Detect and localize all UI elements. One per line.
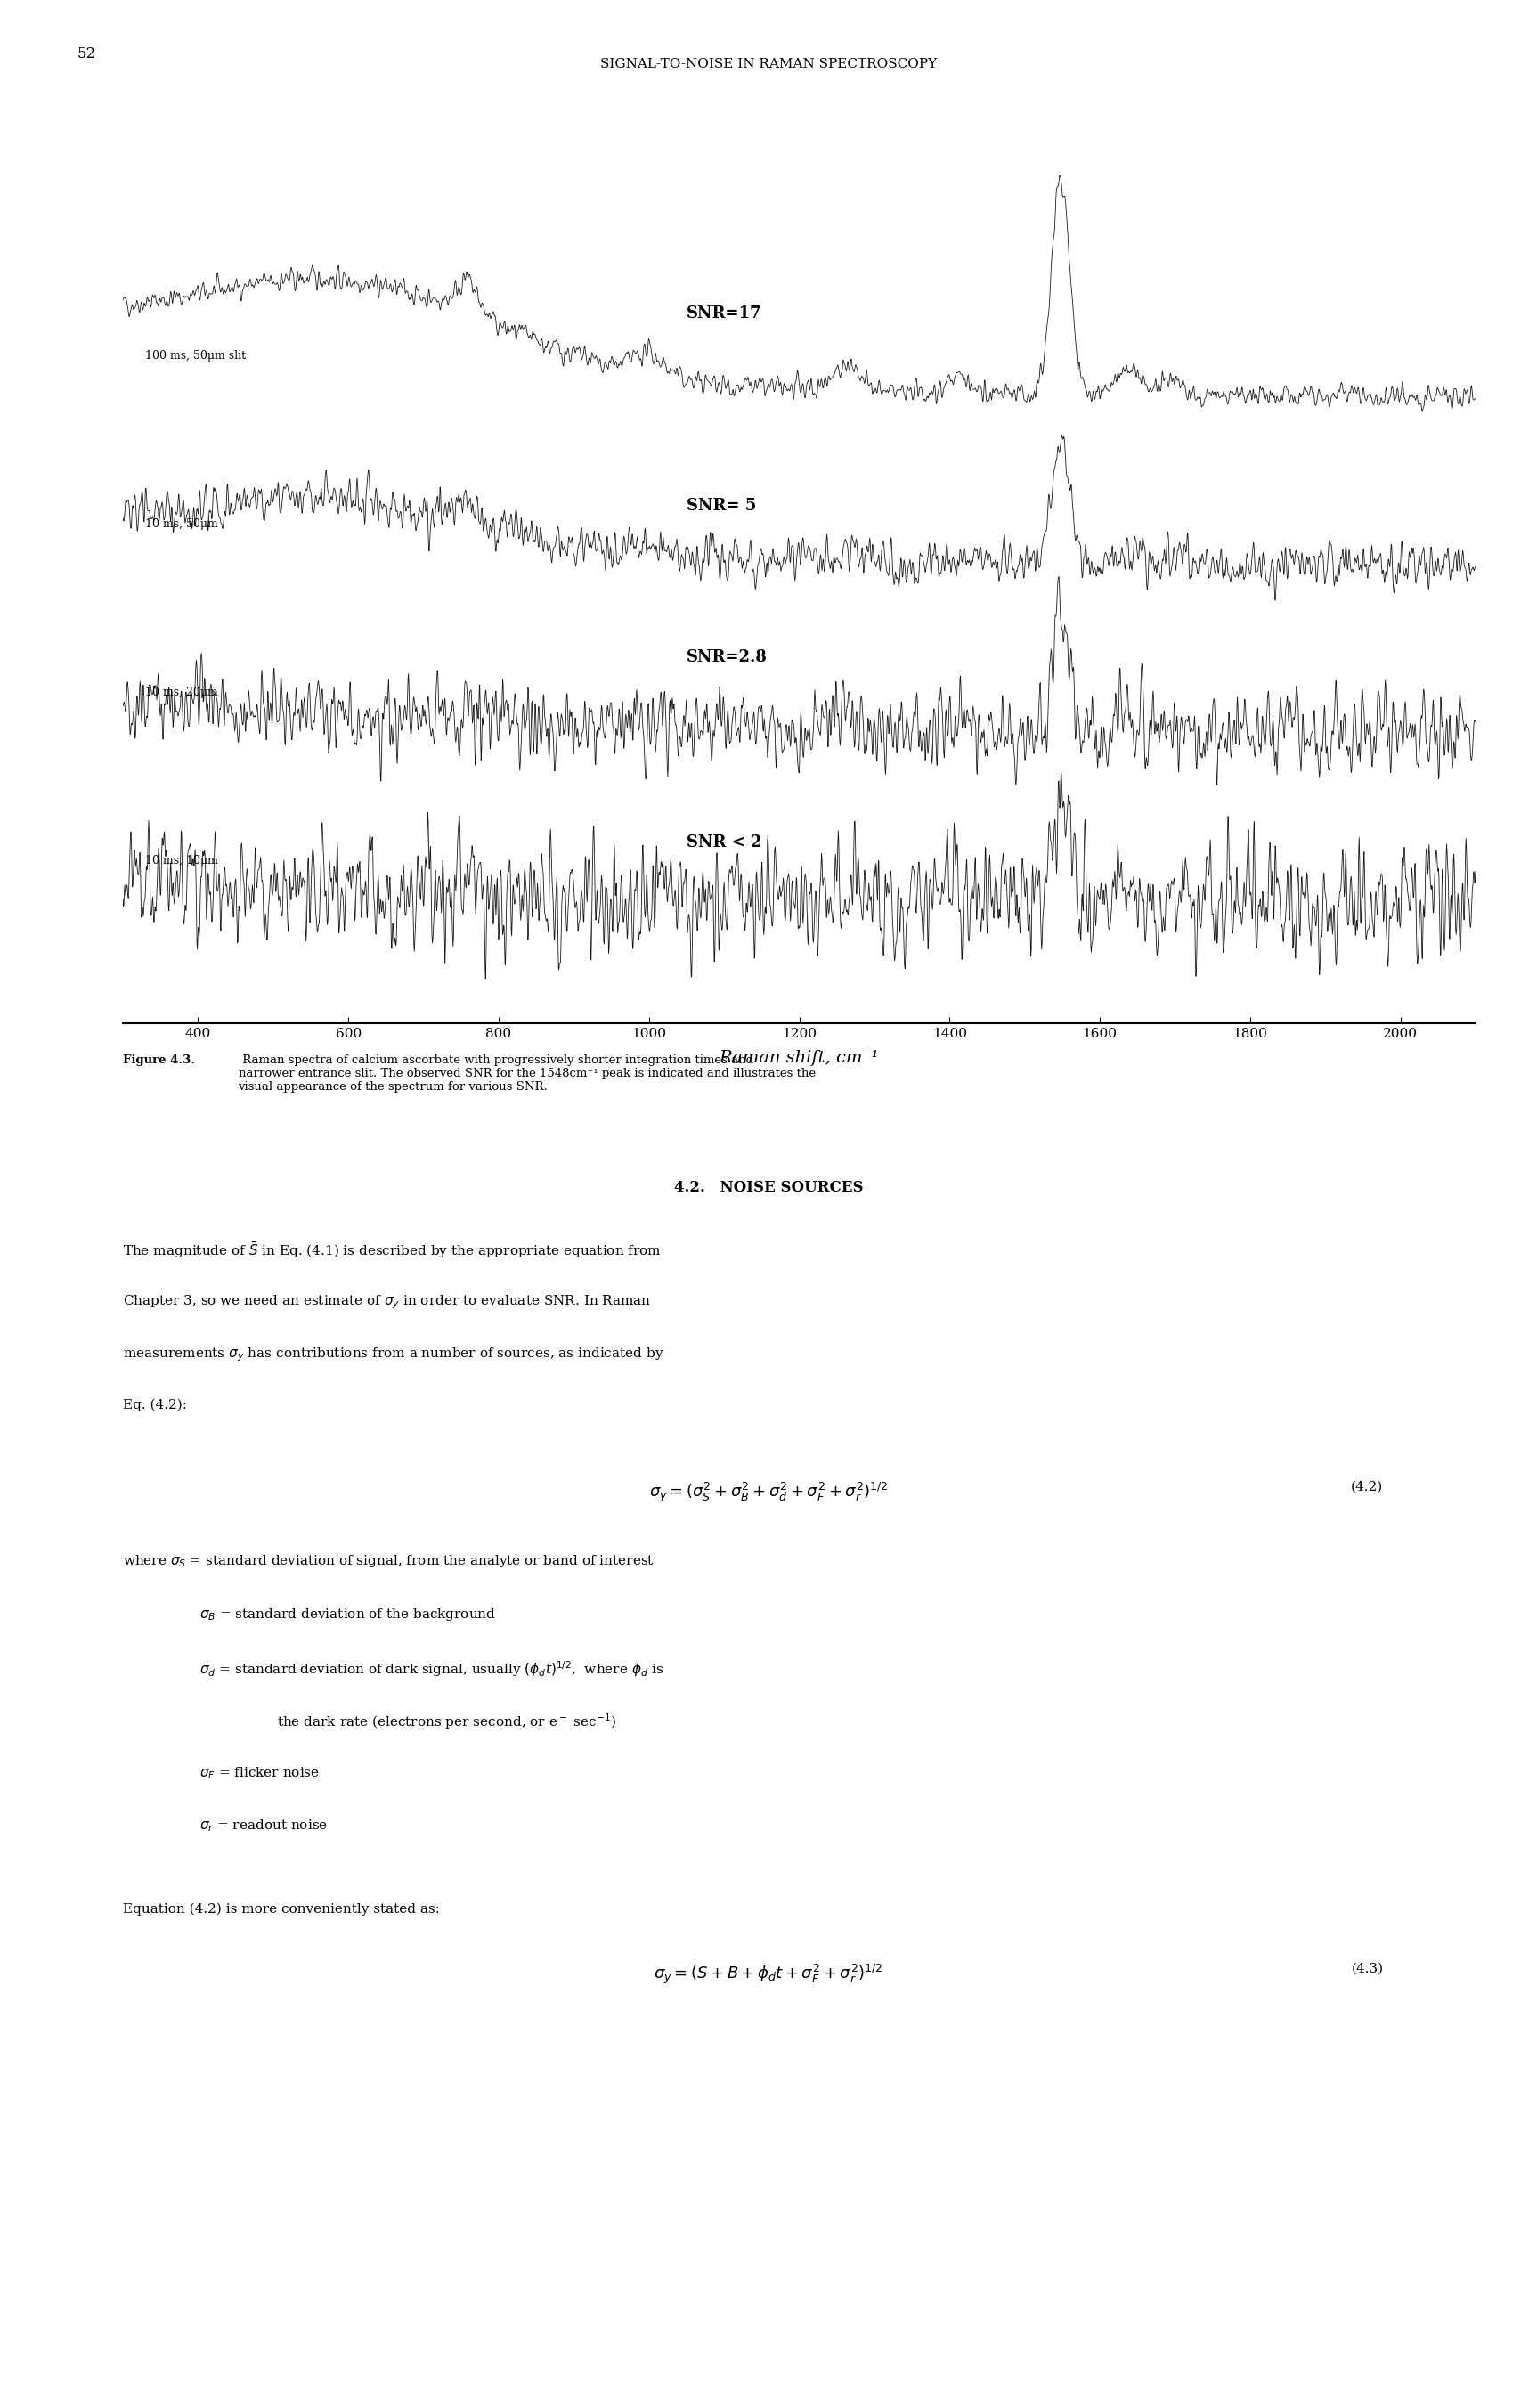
Text: 4.2. NOISE SOURCES: 4.2. NOISE SOURCES — [673, 1180, 864, 1194]
Text: SNR= 5: SNR= 5 — [687, 498, 756, 513]
Text: $\sigma_r$ = readout noise: $\sigma_r$ = readout noise — [200, 1818, 327, 1835]
Text: Eq. (4.2):: Eq. (4.2): — [123, 1399, 188, 1411]
Text: (4.2): (4.2) — [1351, 1481, 1383, 1493]
Text: measurements $\sigma_y$ has contributions from a number of sources, as indicated: measurements $\sigma_y$ has contribution… — [123, 1346, 664, 1363]
Text: The magnitude of $\bar{S}$ in Eq. (4.1) is described by the appropriate equation: The magnitude of $\bar{S}$ in Eq. (4.1) … — [123, 1240, 661, 1259]
Text: SNR < 2: SNR < 2 — [687, 836, 762, 850]
Text: $\sigma_F$ = flicker noise: $\sigma_F$ = flicker noise — [200, 1765, 320, 1782]
Text: $\sigma_B$ = standard deviation of the background: $\sigma_B$ = standard deviation of the b… — [200, 1606, 496, 1623]
Text: SIGNAL-TO-NOISE IN RAMAN SPECTROSCOPY: SIGNAL-TO-NOISE IN RAMAN SPECTROSCOPY — [599, 58, 938, 70]
Text: the dark rate (electrons per second, or e$^-$ sec$^{-1}$): the dark rate (electrons per second, or … — [277, 1712, 616, 1731]
Text: 52: 52 — [77, 46, 95, 60]
X-axis label: Raman shift, cm⁻¹: Raman shift, cm⁻¹ — [719, 1050, 879, 1067]
Text: 10 ms, 50μm: 10 ms, 50μm — [146, 518, 218, 530]
Text: where $\sigma_S$ = standard deviation of signal, from the analyte or band of int: where $\sigma_S$ = standard deviation of… — [123, 1553, 655, 1570]
Text: Raman spectra of calcium ascorbate with progressively shorter integration times : Raman spectra of calcium ascorbate with … — [238, 1055, 816, 1093]
Text: Chapter 3, so we need an estimate of $\sigma_y$ in order to evaluate SNR. In Ram: Chapter 3, so we need an estimate of $\s… — [123, 1293, 652, 1310]
Text: (4.3): (4.3) — [1351, 1963, 1383, 1975]
Text: $\sigma_y = (S + B + \phi_d t + \sigma_F^2 + \sigma_r^2)^{1/2}$: $\sigma_y = (S + B + \phi_d t + \sigma_F… — [653, 1963, 884, 1987]
Text: 100 ms, 50μm slit: 100 ms, 50μm slit — [146, 349, 246, 361]
Text: SNR=17: SNR=17 — [687, 306, 762, 320]
Text: 10 ms, 20μm: 10 ms, 20μm — [146, 686, 218, 698]
Text: 10 ms, 10μm: 10 ms, 10μm — [146, 855, 218, 867]
Text: Figure 4.3.: Figure 4.3. — [123, 1055, 195, 1067]
Text: $\sigma_d$ = standard deviation of dark signal, usually $(\phi_d t)^{1/2}$,  whe: $\sigma_d$ = standard deviation of dark … — [200, 1659, 664, 1678]
Text: Equation (4.2) is more conveniently stated as:: Equation (4.2) is more conveniently stat… — [123, 1902, 440, 1914]
Text: SNR=2.8: SNR=2.8 — [687, 650, 767, 665]
Text: $\sigma_y = (\sigma_S^2 + \sigma_B^2 + \sigma_d^2 + \sigma_F^2 + \sigma_r^2)^{1/: $\sigma_y = (\sigma_S^2 + \sigma_B^2 + \… — [649, 1481, 888, 1505]
